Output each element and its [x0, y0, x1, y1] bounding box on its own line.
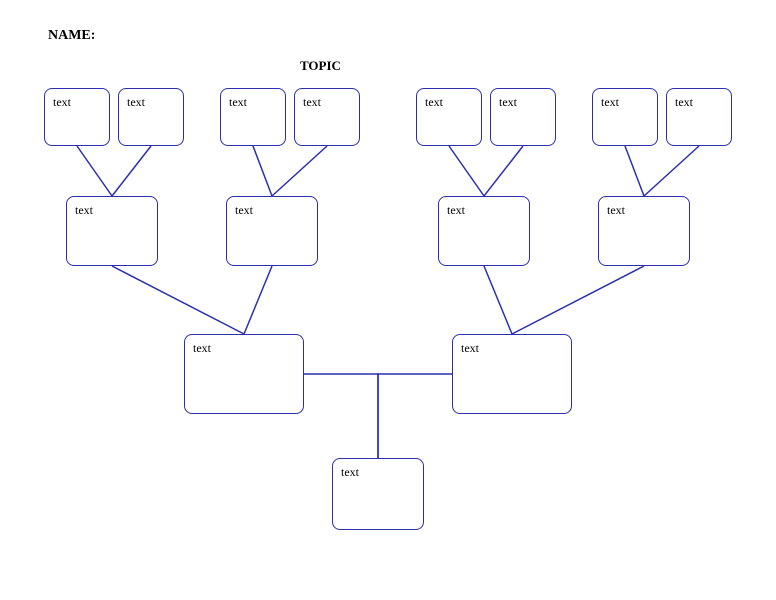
tree-node: text [490, 88, 556, 146]
tree-node-label: text [607, 203, 625, 217]
tree-node: text [598, 196, 690, 266]
tree-node-label: text [447, 203, 465, 217]
tree-node-label: text [303, 95, 321, 109]
tree-edge [244, 266, 272, 334]
tree-node-label: text [341, 465, 359, 479]
tree-node-label: text [675, 95, 693, 109]
tree-edge [272, 146, 327, 196]
tree-node-label: text [229, 95, 247, 109]
tree-node: text [294, 88, 360, 146]
tree-edge [112, 266, 244, 334]
name-label: NAME: [48, 28, 95, 44]
tree-edge [512, 266, 644, 334]
tree-node-label: text [127, 95, 145, 109]
tree-node: text [44, 88, 110, 146]
tree-node-label: text [499, 95, 517, 109]
tree-edge [378, 374, 452, 458]
tree-edge [625, 146, 644, 196]
tree-node: text [118, 88, 184, 146]
topic-label: TOPIC [300, 58, 341, 74]
tree-node: text [438, 196, 530, 266]
tree-edge [449, 146, 484, 196]
tree-node: text [220, 88, 286, 146]
tree-node-label: text [75, 203, 93, 217]
tree-node-label: text [601, 95, 619, 109]
tree-node-label: text [53, 95, 71, 109]
tree-edge [77, 146, 112, 196]
tree-node: text [452, 334, 572, 414]
tree-node: text [184, 334, 304, 414]
tree-edge [644, 146, 699, 196]
tree-node: text [592, 88, 658, 146]
tree-node: text [226, 196, 318, 266]
tree-node: text [66, 196, 158, 266]
tree-node-label: text [193, 341, 211, 355]
tree-edge [304, 374, 378, 458]
tree-node-label: text [235, 203, 253, 217]
tree-node: text [416, 88, 482, 146]
tree-edge [253, 146, 272, 196]
tree-node-label: text [425, 95, 443, 109]
tree-node: text [332, 458, 424, 530]
tree-edge [112, 146, 151, 196]
tree-edge [484, 146, 523, 196]
tree-node-label: text [461, 341, 479, 355]
tree-edge [484, 266, 512, 334]
tree-node: text [666, 88, 732, 146]
